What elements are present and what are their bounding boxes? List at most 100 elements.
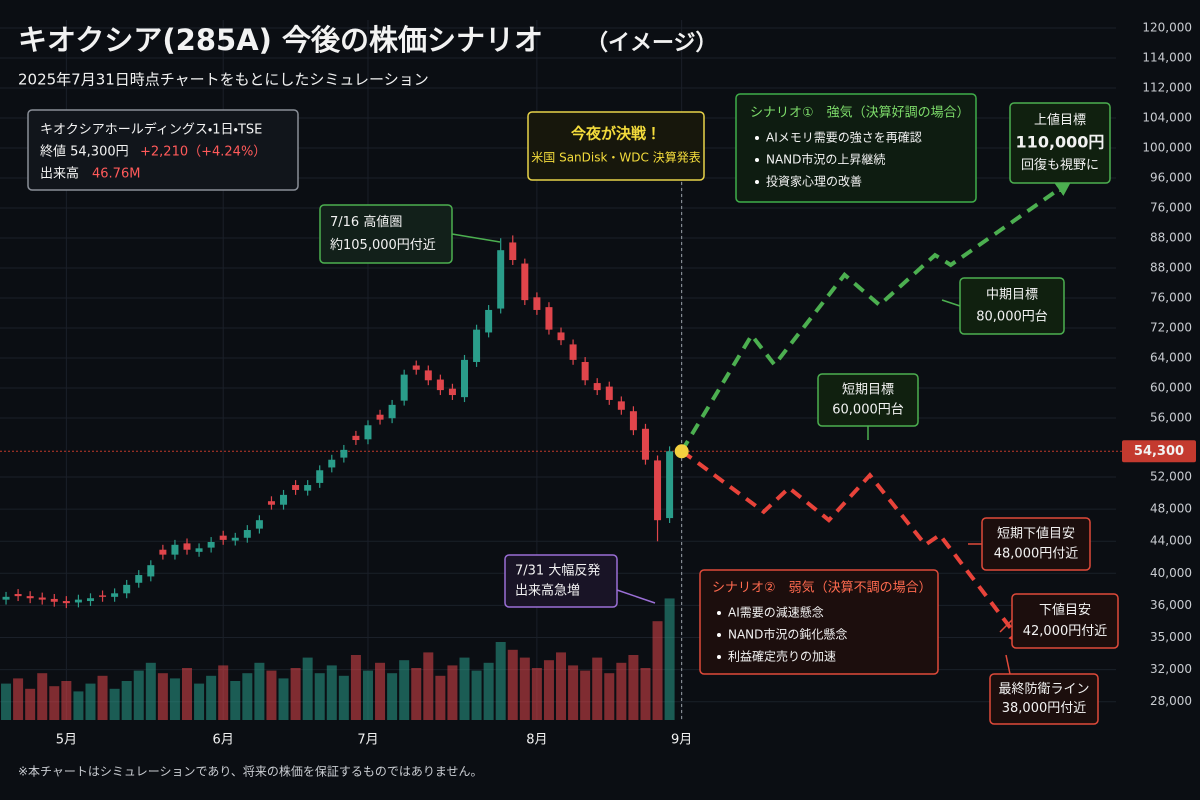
volume-bar xyxy=(495,642,506,720)
volume-bar xyxy=(652,621,663,720)
x-tick-label: 5月 xyxy=(56,733,77,748)
candle-body xyxy=(473,329,481,362)
bull-frame xyxy=(735,93,977,203)
volume-bar xyxy=(435,675,446,720)
volume-bar xyxy=(375,662,386,720)
candle-body xyxy=(340,449,348,458)
candle-body xyxy=(50,598,58,602)
callout-frame xyxy=(959,277,1065,335)
callout-frame xyxy=(1011,593,1119,649)
candle-body xyxy=(460,359,468,398)
volume-bar xyxy=(338,675,349,720)
volume-bar xyxy=(290,668,301,720)
chart-title: キオクシア(285A) 今後の株価シナリオ xyxy=(18,23,543,57)
candle-body xyxy=(14,594,22,597)
bull-box: シナリオ① 強気（決算好調の場合） AIメモリ需要の強さを再確認 NAND市況の… xyxy=(735,93,977,203)
volume-bar xyxy=(531,668,542,720)
callout-pointer xyxy=(941,299,961,307)
x-tick-label: 7月 xyxy=(357,733,378,748)
candle-body xyxy=(207,541,215,548)
volume-bar xyxy=(411,668,422,720)
candle-body xyxy=(243,530,251,538)
callout-text: 最終防衛ライン xyxy=(998,681,1089,697)
volume-bar xyxy=(85,683,96,720)
candle-body xyxy=(581,361,589,381)
callout-text: 下値目安 xyxy=(1039,602,1091,618)
volume-bar xyxy=(242,673,253,720)
bull-point: NAND市況の上昇継続 xyxy=(766,152,885,167)
candle-body xyxy=(605,386,613,400)
bear-frame xyxy=(699,569,939,675)
callout-text: 7/31 大幅反発 xyxy=(515,564,600,579)
volume-bar xyxy=(1,683,12,720)
candle-body xyxy=(316,470,324,483)
y-axis-label: 100,000 xyxy=(1142,141,1192,155)
current-price-label: 54,300 xyxy=(1134,444,1184,459)
volume-bar xyxy=(109,688,120,720)
candle-body xyxy=(424,370,432,381)
y-axis-label: 120,000 xyxy=(1142,21,1192,35)
candle-body xyxy=(38,597,46,600)
candle-body xyxy=(666,451,674,519)
candle-body xyxy=(521,263,529,301)
callout-frame xyxy=(817,373,919,427)
candle-body xyxy=(388,404,396,419)
candle-body xyxy=(267,501,275,505)
callout-text: 短期下値目安 xyxy=(997,526,1075,542)
callout-text: 中期目標 xyxy=(986,288,1038,303)
candle-body xyxy=(147,565,155,577)
callout-pointer xyxy=(1005,654,1011,675)
callout-pointer xyxy=(451,233,501,243)
bear-point: NAND市況の鈍化懸念 xyxy=(728,627,847,642)
y-axis-label: 76,000 xyxy=(1150,291,1192,305)
candle-body xyxy=(159,549,167,555)
y-axis-label: 28,000 xyxy=(1150,694,1192,708)
volume-bar xyxy=(157,673,168,720)
y-axis-label: 56,000 xyxy=(1150,411,1192,425)
bullet xyxy=(755,158,759,162)
y-axis-label: 114,000 xyxy=(1142,51,1192,65)
callout-frame xyxy=(989,673,1099,725)
y-axis-label: 64,000 xyxy=(1150,351,1192,365)
event-frame xyxy=(527,111,705,181)
bull-title: シナリオ① 強気（決算好調の場合） xyxy=(750,105,970,121)
candle-body xyxy=(280,494,288,505)
volume-bar xyxy=(73,691,84,720)
candle-body xyxy=(533,297,541,310)
candle-body xyxy=(123,584,131,594)
callout-text: 48,000円付近 xyxy=(994,547,1079,562)
volume-bar xyxy=(640,668,651,720)
volume-bar xyxy=(459,657,470,720)
volume-bar xyxy=(49,686,60,720)
callout-text: 回復も視野に xyxy=(1021,157,1099,173)
y-axis-label: 96,000 xyxy=(1150,171,1192,185)
volume-bar xyxy=(447,665,458,720)
volume-bar xyxy=(399,660,410,720)
footnote: ※本チャートはシミュレーションであり、将来の株価を保証するものではありません。 xyxy=(18,764,483,779)
volume-bar xyxy=(37,673,48,720)
candle-body xyxy=(255,520,263,529)
bear-point: 利益確定売りの加速 xyxy=(728,649,836,664)
callout-text: 38,000円付近 xyxy=(1002,701,1087,716)
callout-frame xyxy=(504,554,618,608)
volume-bar xyxy=(121,681,132,720)
candle-body xyxy=(183,543,191,550)
volume-bar xyxy=(580,670,591,720)
volume-bar xyxy=(145,662,156,720)
callout-text: 80,000円台 xyxy=(976,309,1048,325)
candle-body xyxy=(364,425,372,440)
candle-body xyxy=(26,596,34,599)
volume-bar xyxy=(604,673,615,720)
callout-text: 60,000円台 xyxy=(832,402,904,418)
subtitle: 2025年7月31日時点チャートをもとにしたシミュレーション xyxy=(18,71,429,89)
volume-bar xyxy=(218,665,229,720)
y-axis-label: 112,000 xyxy=(1142,81,1192,95)
volume-bar xyxy=(326,665,337,720)
callout-pointer xyxy=(616,589,656,604)
y-axis-label: 52,000 xyxy=(1150,470,1192,484)
volume-bar xyxy=(206,675,217,720)
volume-bar xyxy=(483,662,494,720)
candle-body xyxy=(557,332,565,341)
volume-bar xyxy=(25,688,36,720)
